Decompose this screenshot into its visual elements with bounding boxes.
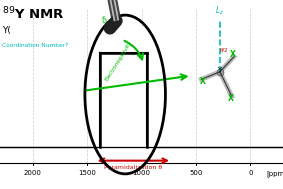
Ellipse shape (85, 15, 166, 174)
Text: [ppm]: [ppm] (267, 170, 283, 177)
Text: X: X (230, 50, 236, 59)
Text: $L_z$: $L_z$ (215, 5, 224, 17)
Text: 1500: 1500 (78, 170, 96, 176)
Text: 1000: 1000 (132, 170, 151, 176)
Text: θ/2: θ/2 (220, 48, 228, 53)
Text: X: X (228, 94, 233, 103)
Text: X: X (200, 77, 206, 86)
Text: 2000: 2000 (24, 170, 42, 176)
Text: $\delta_{iso}$: $\delta_{iso}$ (100, 11, 118, 28)
Text: 0: 0 (248, 170, 253, 176)
Text: Pyramidalization θ: Pyramidalization θ (104, 165, 162, 170)
Text: 500: 500 (189, 170, 203, 176)
Text: Y(: Y( (2, 26, 11, 36)
Text: Y: Y (216, 67, 221, 73)
Text: Coordination Number?: Coordination Number? (2, 43, 68, 48)
Text: $^{89}$Y NMR: $^{89}$Y NMR (2, 6, 65, 22)
Text: Electronegativity: Electronegativity (104, 40, 133, 81)
